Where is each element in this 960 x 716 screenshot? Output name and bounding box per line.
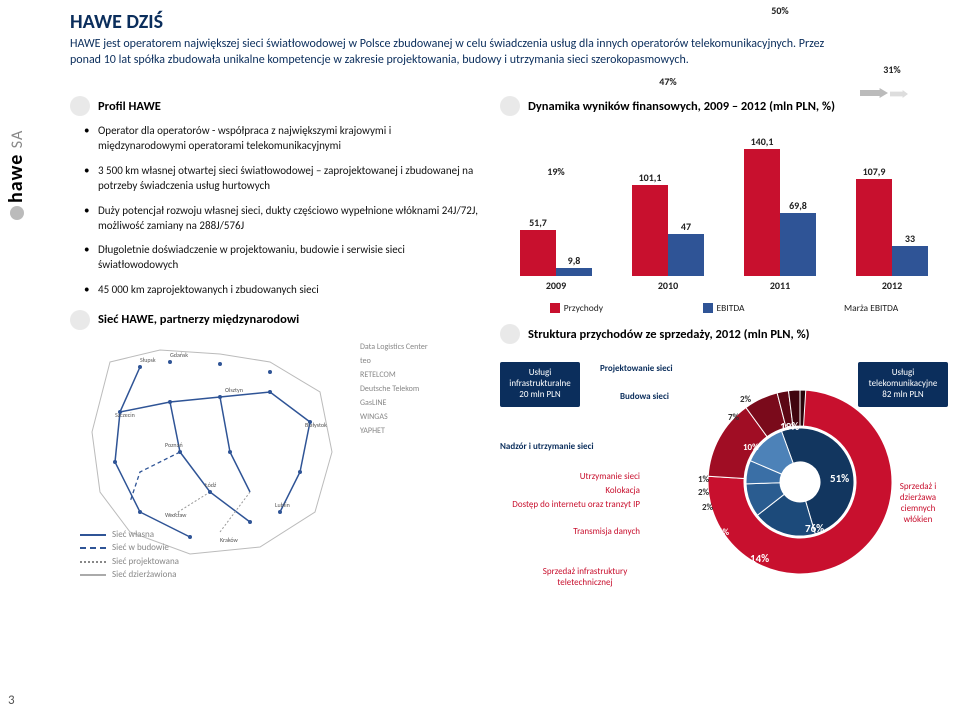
svg-text:Kraków: Kraków [220, 536, 239, 544]
svg-text:Szczecin: Szczecin [115, 411, 135, 419]
section-dot-icon [500, 324, 520, 344]
page-subtitle: HAWE jest operatorem największej sieci ś… [70, 36, 830, 68]
pct-76: 76% [805, 522, 824, 535]
list-item: Operator dla operatorów - współpraca z n… [98, 124, 480, 154]
list-item: 45 000 km zaprojektowanych i zbudowanych… [98, 283, 480, 298]
section-dot-icon [500, 96, 520, 116]
pct-10: 10% [743, 442, 759, 453]
profile-bullet-list: Operator dla operatorów - współpraca z n… [70, 124, 480, 298]
list-item: 3 500 km własnej otwartej sieci światłow… [98, 164, 480, 194]
infra-block: Usługi infrastrukturalne 20 mln PLN [500, 362, 580, 406]
section-title-dynamics: Dynamika wyników finansowych, 2009 – 201… [528, 99, 835, 114]
pct-2b: 2% [698, 487, 709, 498]
label-utrz: Utrzymanie sieci [530, 472, 640, 483]
pct-14: 14% [750, 552, 769, 565]
chart-legend: Przychody EBITDA Marża EBITDA [500, 302, 948, 314]
label-sprzedazinf: Sprzedaż infrastruktury teletechnicznej [520, 567, 650, 589]
page-number: 3 [8, 693, 15, 708]
svg-text:Olsztyn: Olsztyn [225, 386, 243, 394]
svg-text:Gdańsk: Gdańsk [170, 351, 188, 359]
pct-19: 19% [780, 420, 799, 433]
list-item: Duży potencjał rozwoju własnej sieci, du… [98, 204, 480, 234]
list-item: Długoletnie doświadczenie w projektowani… [98, 243, 480, 273]
svg-text:Poznań: Poznań [165, 441, 183, 449]
pct-1: 1% [698, 474, 709, 485]
partner-logos: Data Logistics CenterteoRETELCOMDeutsche… [360, 342, 480, 440]
label-nadzor: Nadzór i utrzymanie sieci [500, 442, 620, 453]
map-legend: Sieć własnaSieć w budowieSieć projektowa… [80, 528, 179, 582]
page-title: HAWE DZIŚ [70, 10, 948, 34]
pct-2a: 2% [702, 502, 713, 513]
svg-text:Wrocław: Wrocław [165, 511, 187, 519]
section-title-profile: Profil HAWE [98, 99, 161, 114]
svg-text:Lublin: Lublin [275, 501, 290, 509]
section-dot-icon [70, 96, 90, 116]
decorative-arrow [860, 88, 908, 101]
svg-text:Białystok: Białystok [305, 421, 327, 429]
svg-text:Słupsk: Słupsk [140, 356, 156, 364]
pct-51: 51% [830, 472, 849, 485]
bar-chart: 51,79,819%101,14747%140,169,850%107,9333… [500, 124, 948, 314]
pct-2: 2% [740, 394, 751, 405]
label-proj: Projektowanie sieci [600, 364, 673, 375]
pct-7: 7% [728, 412, 739, 423]
pie-chart: Usługi infrastrukturalne 20 mln PLN Usłu… [500, 352, 948, 602]
label-dostep: Dostęp do internetu oraz tranzyt IP [500, 500, 640, 511]
section-title-network: Sieć HAWE, partnerzy międzynarodowi [98, 312, 299, 327]
pct-6: 6% [718, 527, 729, 538]
label-kolok: Kolokacja [530, 486, 640, 497]
label-budowa: Budowa sieci [620, 392, 669, 403]
label-trans: Transmisja danych [530, 527, 640, 538]
company-logo: hawe SA [4, 130, 28, 220]
section-title-structure: Struktura przychodów ze sprzedaży, 2012 … [528, 327, 810, 342]
svg-text:Łódź: Łódź [205, 481, 217, 489]
section-dot-icon [70, 310, 90, 330]
poland-map: Słupsk Gdańsk Szczecin Poznań Białystok Łódź W… [70, 342, 480, 582]
